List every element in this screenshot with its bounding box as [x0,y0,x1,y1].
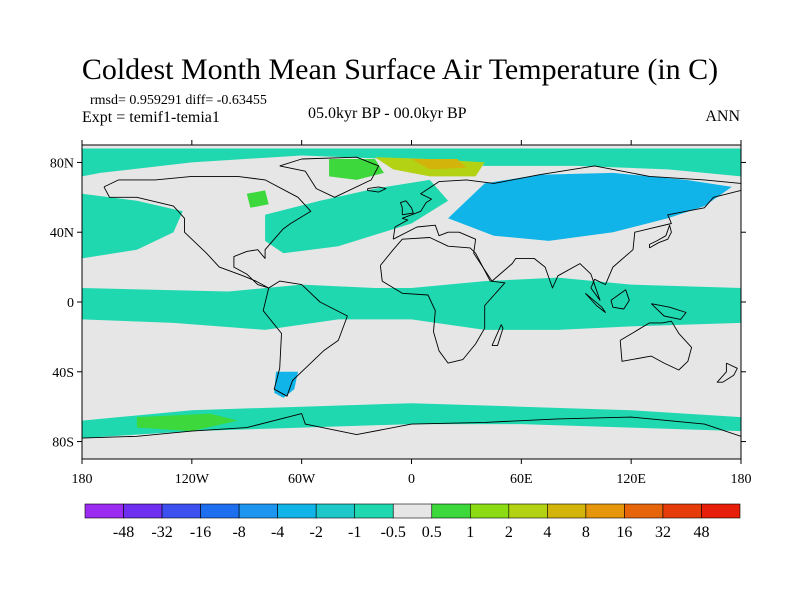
colorbar-swatch [547,503,587,519]
colorbar-swatch [354,503,394,519]
lon-tick-label: 0 [408,472,415,487]
colorbar-label: -0.5 [381,524,406,541]
colorbar-swatch [277,503,317,519]
colorbar-label: -1 [348,524,361,541]
colorbar-swatch [123,503,163,519]
colorbar-swatch [624,503,664,519]
region-southern-ocean-band [82,403,741,439]
lon-tick-label: 180 [72,472,93,487]
anomaly-regions [82,148,741,439]
colorbar-swatch [84,503,124,519]
lon-tick-label: 180 [731,472,752,487]
colorbar-swatch [392,503,433,519]
region-amundsen-sea-warm [136,413,238,432]
region-north-atlantic-band [265,179,449,254]
coastline-antarctica [82,413,741,439]
coastline-borneo [610,289,630,310]
colorbar-label: 2 [505,524,513,541]
coastline-madagascar [491,324,504,347]
region-north-pacific-band [82,193,183,259]
lat-tick-label: 40S [52,366,74,381]
colorbar-label: -48 [113,524,134,541]
region-equatorial-band [82,277,741,330]
colorbar-swatch [200,503,240,519]
region-barents-warmest [411,159,467,170]
stats-text: rmsd= 0.959291 diff= -0.63455 [90,93,267,108]
colorbar-swatch [662,503,702,519]
region-south-america-tip [274,371,298,398]
colorbar-swatch [508,503,548,519]
colorbar-swatch [431,503,471,519]
coastline-new-guinea [650,303,687,320]
coastline-great-britain [400,200,414,216]
coastline-sumatra [585,292,606,313]
colorbar-label: -16 [190,524,211,541]
region-arctic-ocean [82,148,741,177]
season-label: ANN [705,108,740,125]
colorbar-label: -32 [151,524,172,541]
coastline-new-zealand [716,362,738,383]
lat-tick-label: 80S [52,436,74,451]
period-label: 05.0kyr BP - 00.0kyr BP [308,105,467,122]
lat-tick-label: 80N [50,156,74,171]
map-title: Coldest Month Mean Surface Air Temperatu… [81,53,719,86]
lon-tick-label: 60W [288,472,316,487]
coastline-eurasia [392,165,741,301]
coastline-africa [379,237,506,364]
region-greenland-warm [329,159,384,180]
lon-tick-label: 60E [510,472,533,487]
axis-ticks: 180 120W 60W 0 60E 120E 180 80N 40N 0 40S 80S [50,140,752,487]
lat-tick-label: 40N [50,226,74,241]
coastline-greenland [279,156,380,198]
region-hudson-bay-warm [246,190,269,208]
colorbar-label: 48 [693,524,709,541]
lon-tick-label: 120W [175,472,210,487]
colorbar-label: 16 [616,524,632,541]
region-northern-asia [448,172,732,241]
experiment-label: Expt = temif1-temia1 [82,109,220,126]
colorbar-swatch [238,503,278,519]
colorbar-label: 4 [543,524,551,541]
coastlines [82,156,741,439]
coastline-north-america [103,175,312,289]
colorbar-label: -4 [271,524,284,541]
colorbar-label: -8 [232,524,245,541]
colorbar-label: 32 [655,524,671,541]
colorbar-label: -2 [310,524,323,541]
colorbar-label: 1 [466,524,474,541]
colorbar-swatch [701,503,741,519]
colorbar: -48 -32 -16 -8 -4 -2 -1 -0.5 0.5 1 2 4 8 16 32 48 [84,503,741,541]
colorbar-swatch [161,503,201,519]
coastline-iceland [367,186,387,193]
coastline-australia [619,320,693,371]
lat-tick-label: 0 [67,296,74,311]
colorbar-swatch [585,503,625,519]
coastline-south-america [262,280,348,397]
coastline-japan [649,224,672,249]
colorbar-label: 8 [582,524,590,541]
colorbar-swatch [315,503,356,519]
colorbar-swatch [469,503,510,519]
lon-tick-label: 120E [616,472,646,487]
colorbar-label: 0.5 [422,524,442,541]
